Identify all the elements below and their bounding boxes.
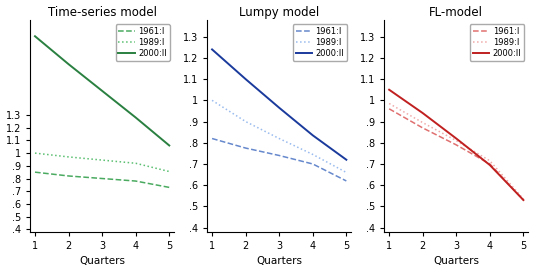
Title: Lumpy model: Lumpy model [239,5,319,18]
Title: Time-series model: Time-series model [48,5,156,18]
Legend: 1961:I, 1989:I, 2000:II: 1961:I, 1989:I, 2000:II [470,24,524,61]
X-axis label: Quarters: Quarters [433,256,480,267]
Legend: 1961:I, 1989:I, 2000:II: 1961:I, 1989:I, 2000:II [293,24,347,61]
X-axis label: Quarters: Quarters [256,256,302,267]
Title: FL-model: FL-model [429,5,483,18]
X-axis label: Quarters: Quarters [79,256,125,267]
Legend: 1961:I, 1989:I, 2000:II: 1961:I, 1989:I, 2000:II [115,24,170,61]
